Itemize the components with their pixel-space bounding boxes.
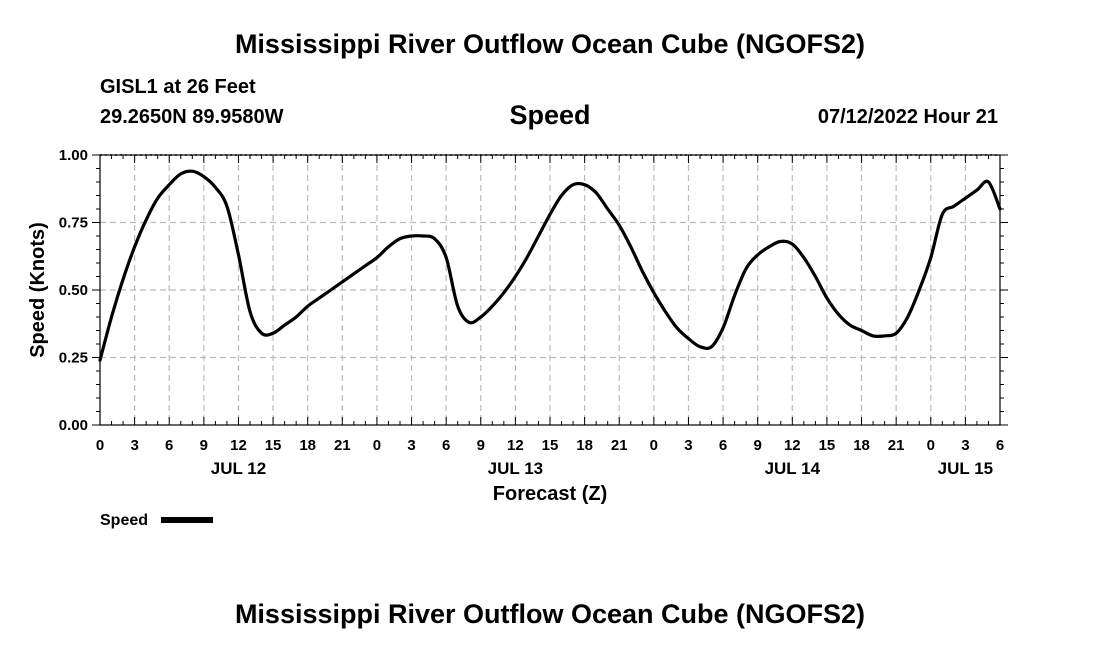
x-tick-label: 18 (299, 437, 316, 454)
x-tick-label: 15 (265, 437, 282, 454)
x-date-label: JUL 13 (488, 459, 543, 478)
y-axis-title: Speed (Knots) (27, 222, 49, 358)
x-tick-label: 0 (650, 437, 658, 454)
x-date-label: JUL 15 (938, 459, 993, 478)
station-label: GISL1 at 26 Feet (100, 76, 256, 98)
x-tick-label: 12 (784, 437, 801, 454)
legend-swatch (161, 517, 213, 523)
x-tick-label: 0 (96, 437, 104, 454)
x-tick-label: 15 (819, 437, 836, 454)
x-tick-label: 9 (477, 437, 485, 454)
legend-label: Speed (100, 512, 148, 529)
x-tick-label: 15 (542, 437, 559, 454)
x-tick-label: 18 (576, 437, 593, 454)
x-tick-label: 6 (442, 437, 450, 454)
y-tick-label: 0.50 (59, 282, 88, 299)
x-tick-label: 6 (996, 437, 1004, 454)
axis-ticks (92, 154, 1008, 426)
axis-labels: 0 3 6 9 12 15 18 21 0 3 6 9 12 15 18 21 0 3 6 9 12 15 18 21 0 3 6J… (59, 147, 1004, 478)
y-tick-label: 0.25 (59, 350, 88, 367)
x-tick-label: 3 (407, 437, 415, 454)
x-date-label: JUL 12 (211, 459, 266, 478)
x-tick-label: 21 (888, 437, 905, 454)
x-tick-label: 12 (507, 437, 524, 454)
grid-lines (100, 155, 1000, 425)
y-tick-label: 0.00 (59, 417, 88, 434)
footer-title: Mississippi River Outflow Ocean Cube (NG… (234, 599, 866, 629)
x-tick-label: 3 (130, 437, 138, 454)
x-tick-label: 9 (754, 437, 762, 454)
legend: Speed (100, 512, 213, 529)
x-tick-label: 21 (334, 437, 351, 454)
x-tick-label: 12 (230, 437, 247, 454)
x-tick-label: 0 (927, 437, 935, 454)
forecast-datetime: 07/12/2022 Hour 21 (817, 106, 998, 128)
x-tick-label: 6 (719, 437, 727, 454)
x-tick-label: 3 (684, 437, 692, 454)
x-date-label: JUL 14 (765, 459, 821, 478)
x-tick-label: 6 (165, 437, 173, 454)
x-tick-label: 21 (611, 437, 628, 454)
x-tick-label: 3 (961, 437, 969, 454)
coordinates-label: 29.2650N 89.9580W (100, 106, 284, 128)
x-axis-title: Forecast (Z) (493, 483, 607, 505)
speed-series-line (98, 169, 1002, 362)
x-tick-label: 9 (200, 437, 208, 454)
main-title: Mississippi River Outflow Ocean Cube (NG… (234, 29, 866, 59)
y-tick-label: 0.75 (59, 215, 88, 232)
chart-title: Speed (509, 100, 591, 130)
y-tick-label: 1.00 (59, 147, 88, 164)
x-tick-label: 0 (373, 437, 381, 454)
x-tick-label: 18 (853, 437, 870, 454)
